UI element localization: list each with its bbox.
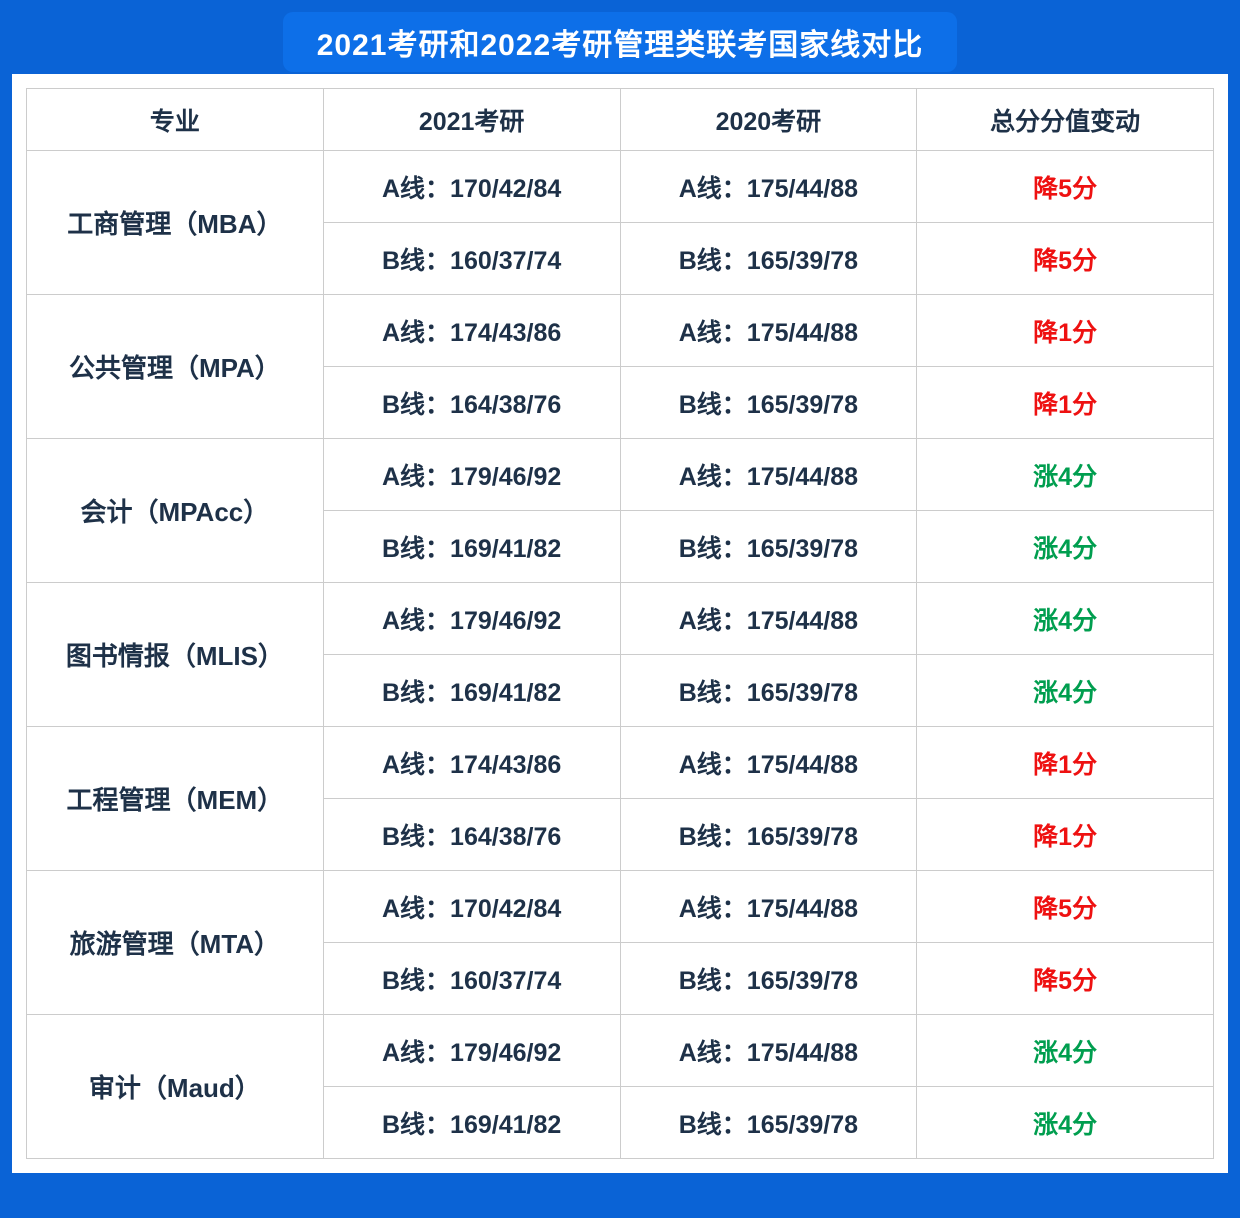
score-2020-cell: B线：165/39/78 (619, 798, 918, 871)
score-2020-cell: B线：165/39/78 (619, 654, 918, 727)
major-cell: 旅游管理（MTA） (26, 870, 324, 1015)
score-2021-cell: A线：179/46/92 (322, 1014, 621, 1087)
change-cell: 涨4分 (916, 654, 1214, 727)
change-cell: 降1分 (916, 726, 1214, 799)
change-cell: 涨4分 (916, 1086, 1214, 1159)
header-row: 专业 2021考研 2020考研 总分分值变动 (26, 88, 1214, 151)
table-row: 工商管理（MBA） A线：170/42/84 A线：175/44/88 降5分 (26, 150, 1214, 295)
score-2020-cell: A线：175/44/88 (619, 294, 918, 367)
table-row: 图书情报（MLIS） A线：179/46/92 A线：175/44/88 涨4分 (26, 582, 1214, 727)
score-2020-cell: A线：175/44/88 (619, 1014, 918, 1087)
major-cell: 会计（MPAcc） (26, 438, 324, 583)
score-2021-cell: B线：169/41/82 (322, 1086, 621, 1159)
score-2021-cell: A线：170/42/84 (322, 870, 621, 943)
table-row: B线：160/37/74 B线：165/39/78 降5分 (27, 222, 1214, 295)
score-2021-cell: B线：169/41/82 (322, 510, 621, 583)
score-2021-cell: A线：174/43/86 (322, 726, 621, 799)
table-row: 审计（Maud） A线：179/46/92 A线：175/44/88 涨4分 (26, 1014, 1214, 1159)
score-2021-cell: A线：174/43/86 (322, 294, 621, 367)
comparison-table: 专业 2021考研 2020考研 总分分值变动 工商管理（MBA） A线：170… (26, 88, 1214, 1159)
table-row: B线：169/41/82 B线：165/39/78 涨4分 (27, 510, 1214, 583)
page-title: 2021考研和2022考研管理类联考国家线对比 (316, 29, 924, 62)
table-row: 工程管理（MEM） A线：174/43/86 A线：175/44/88 降1分 (26, 726, 1214, 871)
score-2021-cell: A线：179/46/92 (322, 438, 621, 511)
change-cell: 降5分 (916, 942, 1214, 1015)
col-header-2021: 2021考研 (322, 88, 621, 151)
major-cell: 工程管理（MEM） (26, 726, 324, 871)
score-2021-cell: A线：170/42/84 (322, 150, 621, 223)
change-cell: 涨4分 (916, 1014, 1214, 1087)
score-2021-cell: B线：160/37/74 (322, 942, 621, 1015)
score-2020-cell: B线：165/39/78 (619, 222, 918, 295)
score-2020-cell: A线：175/44/88 (619, 150, 918, 223)
major-cell: 工商管理（MBA） (26, 150, 324, 295)
title-bar: 2021考研和2022考研管理类联考国家线对比 (12, 10, 1228, 74)
change-cell: 降1分 (916, 366, 1214, 439)
table-row: 旅游管理（MTA） A线：170/42/84 A线：175/44/88 降5分 (26, 870, 1214, 1015)
major-cell: 审计（Maud） (26, 1014, 324, 1159)
change-cell: 降5分 (916, 150, 1214, 223)
score-2021-cell: B线：164/38/76 (322, 366, 621, 439)
score-2021-cell: B线：164/38/76 (322, 798, 621, 871)
col-header-major: 专业 (26, 88, 324, 151)
score-2020-cell: B线：165/39/78 (619, 366, 918, 439)
score-2020-cell: A线：175/44/88 (619, 438, 918, 511)
table-row: B线：169/41/82 B线：165/39/78 涨4分 (27, 654, 1214, 727)
score-2020-cell: A线：175/44/88 (619, 726, 918, 799)
table-row: B线：169/41/82 B线：165/39/78 涨4分 (27, 1086, 1214, 1159)
change-cell: 降1分 (916, 294, 1214, 367)
major-cell: 图书情报（MLIS） (26, 582, 324, 727)
score-2021-cell: B线：160/37/74 (322, 222, 621, 295)
change-cell: 涨4分 (916, 582, 1214, 655)
change-cell: 涨4分 (916, 438, 1214, 511)
score-2020-cell: A线：175/44/88 (619, 582, 918, 655)
change-cell: 降5分 (916, 870, 1214, 943)
major-cell: 公共管理（MPA） (26, 294, 324, 439)
score-2020-cell: A线：175/44/88 (619, 870, 918, 943)
table-row: B线：160/37/74 B线：165/39/78 降5分 (27, 942, 1214, 1015)
change-cell: 降1分 (916, 798, 1214, 871)
change-cell: 降5分 (916, 222, 1214, 295)
score-2020-cell: B线：165/39/78 (619, 1086, 918, 1159)
table-row: B线：164/38/76 B线：165/39/78 降1分 (27, 798, 1214, 871)
table-row: 公共管理（MPA） A线：174/43/86 A线：175/44/88 降1分 (26, 294, 1214, 439)
score-2021-cell: A线：179/46/92 (322, 582, 621, 655)
col-header-2020: 2020考研 (619, 88, 918, 151)
table-row: 会计（MPAcc） A线：179/46/92 A线：175/44/88 涨4分 (26, 438, 1214, 583)
change-cell: 涨4分 (916, 510, 1214, 583)
col-header-change: 总分分值变动 (916, 88, 1214, 151)
table-panel: 专业 2021考研 2020考研 总分分值变动 工商管理（MBA） A线：170… (12, 74, 1228, 1173)
score-2021-cell: B线：169/41/82 (322, 654, 621, 727)
score-2020-cell: B线：165/39/78 (619, 942, 918, 1015)
score-2020-cell: B线：165/39/78 (619, 510, 918, 583)
title-pill: 2021考研和2022考研管理类联考国家线对比 (282, 12, 958, 72)
